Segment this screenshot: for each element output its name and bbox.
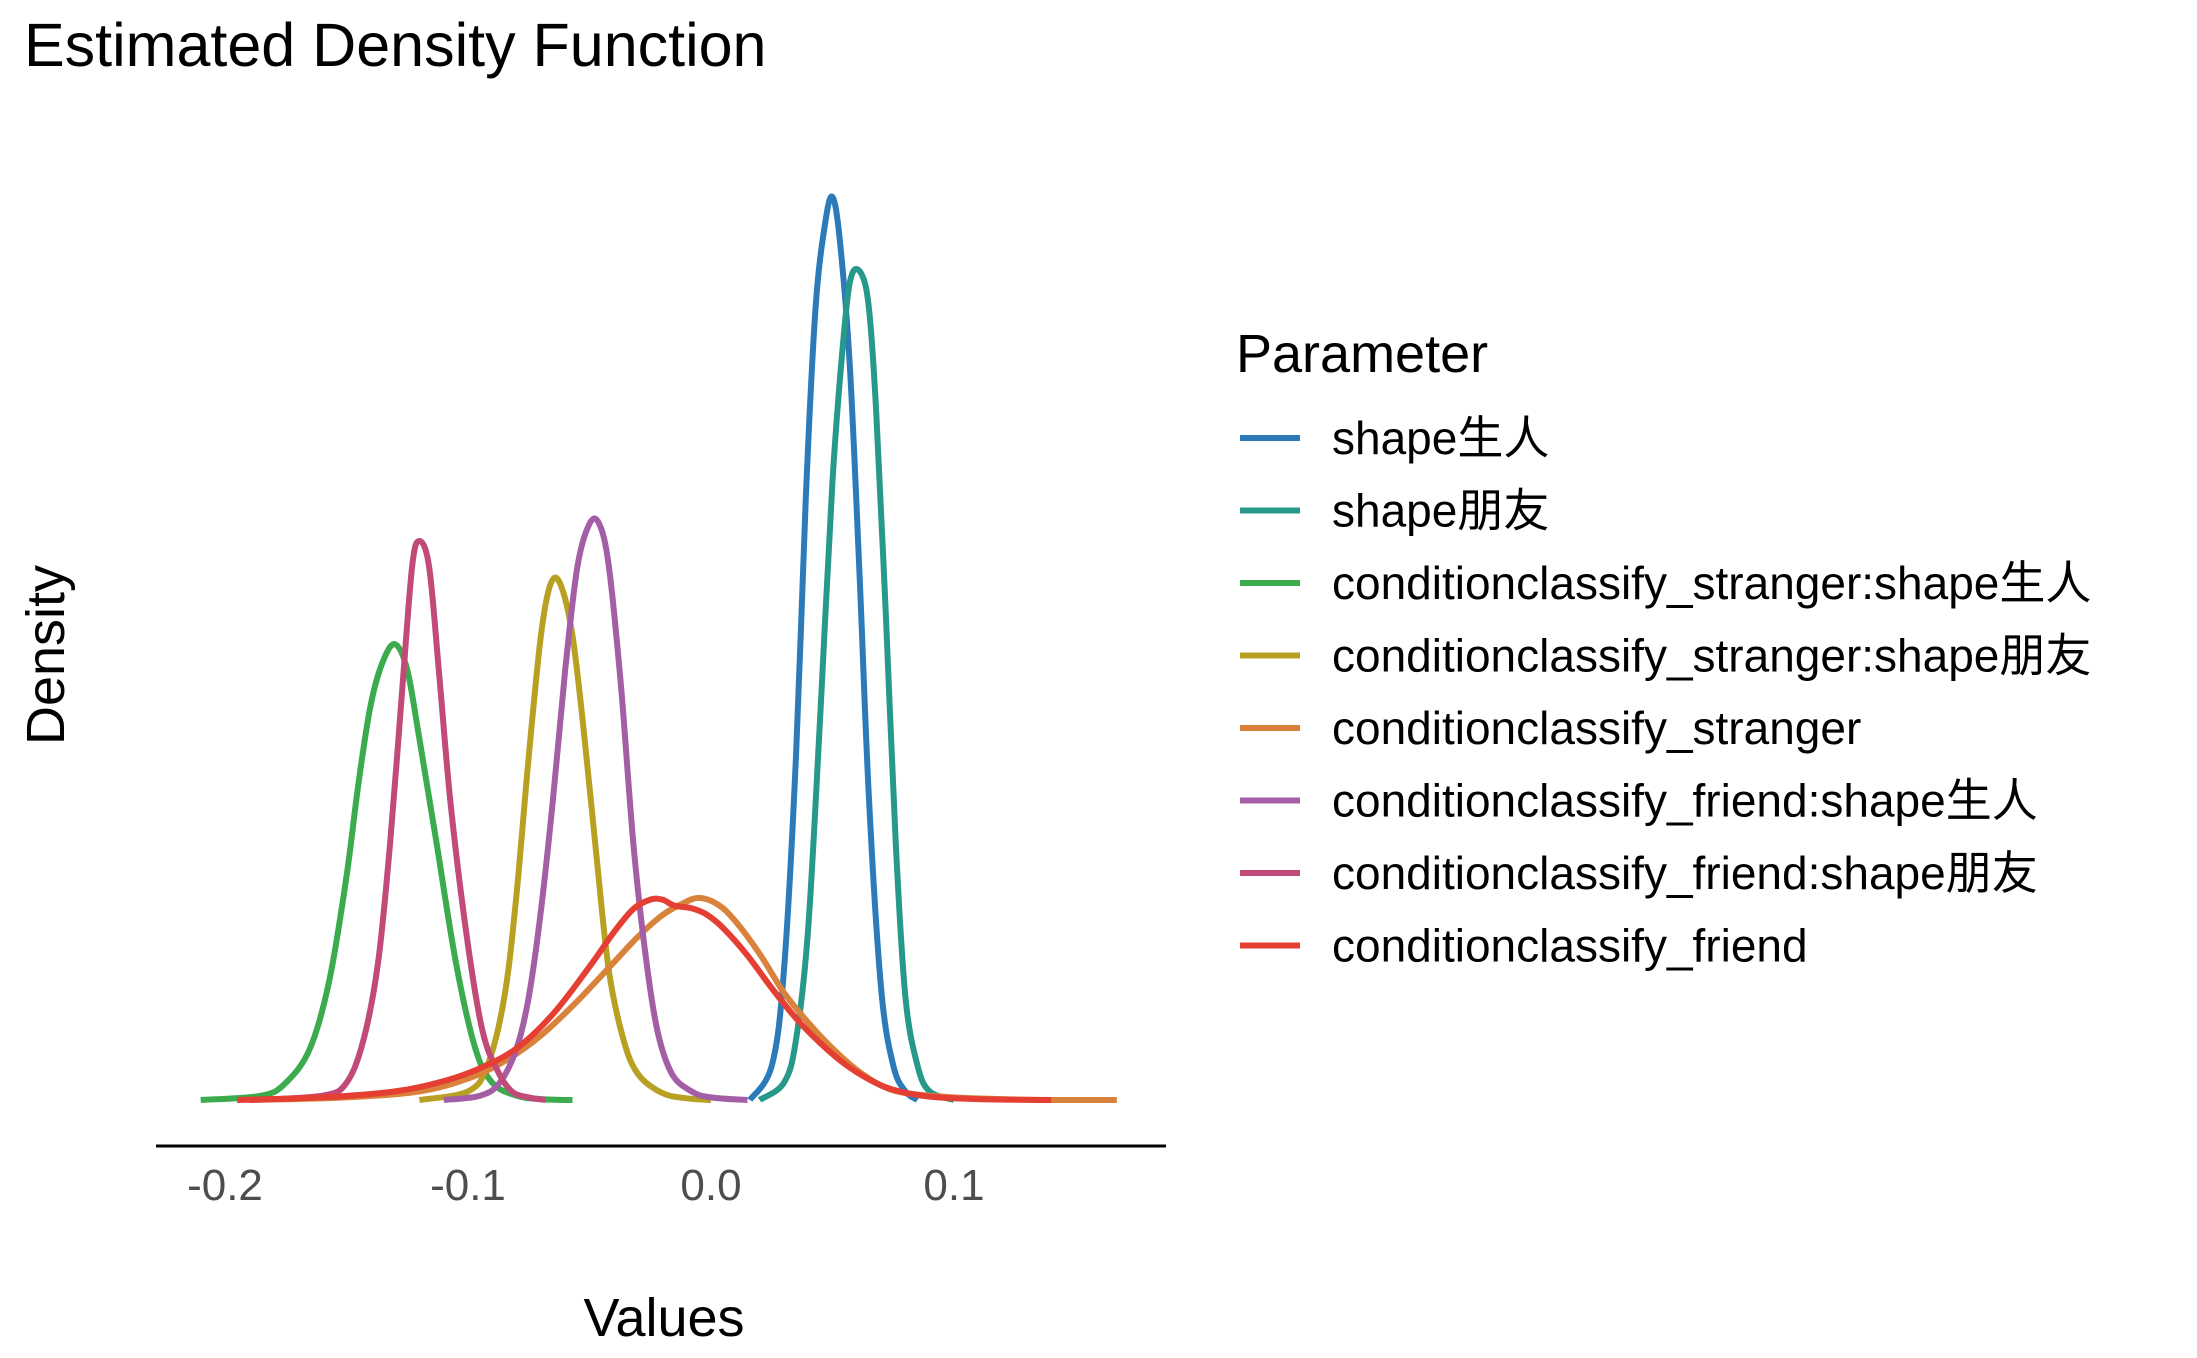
density-curve-2 xyxy=(757,266,955,1103)
x-tick-label: -0.1 xyxy=(430,1161,506,1210)
density-curve-6 xyxy=(443,515,748,1103)
density-curve-4 xyxy=(418,574,712,1103)
legend: shape生人 shape朋友 conditionclassify_stranger… xyxy=(1240,412,2091,972)
legend-label: conditionclassify_friend:shape朋友 xyxy=(1332,847,2038,899)
x-axis-ticks: -0.2 -0.1 0.0 0.1 xyxy=(187,1161,985,1210)
x-tick-label: -0.2 xyxy=(187,1161,263,1210)
legend-title: Parameter xyxy=(1236,324,1488,384)
density-curve-3 xyxy=(200,641,573,1103)
legend-label: shape朋友 xyxy=(1332,485,1549,537)
legend-label: conditionclassify_friend xyxy=(1332,920,1808,972)
legend-label: conditionclassify_stranger xyxy=(1332,702,1861,754)
y-axis-title: Density xyxy=(16,565,76,745)
density-curves xyxy=(200,193,1117,1104)
legend-label: conditionclassify_stranger:shape朋友 xyxy=(1332,630,2091,682)
x-tick-label: 0.0 xyxy=(680,1161,741,1210)
density-curve-1 xyxy=(747,193,920,1103)
chart-title: Estimated Density Function xyxy=(24,11,766,79)
density-curve-8 xyxy=(237,895,1052,1103)
legend-label: conditionclassify_stranger:shape生人 xyxy=(1332,557,2091,609)
x-tick-label: 0.1 xyxy=(923,1161,984,1210)
x-axis-title: Values xyxy=(583,1288,744,1348)
legend-label: shape生人 xyxy=(1332,412,1549,464)
legend-label: conditionclassify_friend:shape生人 xyxy=(1332,775,2038,827)
